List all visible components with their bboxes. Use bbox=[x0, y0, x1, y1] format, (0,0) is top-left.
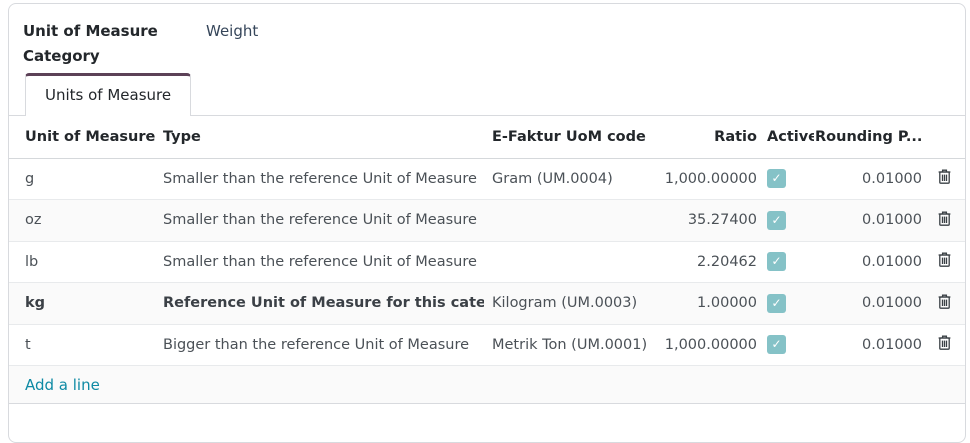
notebook-tabs: Units of Measure bbox=[9, 73, 965, 116]
cell-efaktur-code[interactable] bbox=[484, 241, 659, 283]
cell-active: ✓ bbox=[758, 241, 814, 283]
col-header-type[interactable]: Type bbox=[155, 116, 484, 159]
cell-rounding-precision[interactable]: 0.01000 bbox=[862, 253, 922, 270]
units-of-measure-table: Unit of Measure Type E-Faktur UoM code R… bbox=[9, 116, 965, 404]
check-icon: ✓ bbox=[771, 212, 782, 227]
cell-active: ✓ bbox=[758, 200, 814, 242]
check-icon: ✓ bbox=[771, 254, 782, 269]
col-header-efaktur-code[interactable]: E-Faktur UoM code bbox=[484, 116, 659, 159]
cell-efaktur-code[interactable]: Kilogram (UM.0003) bbox=[492, 295, 638, 312]
cell-rounding-precision[interactable]: 0.01000 bbox=[862, 212, 922, 229]
cell-delete bbox=[923, 158, 965, 200]
active-checkbox[interactable]: ✓ bbox=[767, 335, 786, 355]
add-line-row: Add a line bbox=[9, 365, 965, 404]
cell-unit-of-measure[interactable]: t bbox=[25, 336, 31, 353]
cell-ratio[interactable]: 2.20462 bbox=[697, 253, 757, 270]
table-row[interactable]: kg Reference Unit of Measure for this ca… bbox=[9, 282, 965, 325]
table-row[interactable]: oz Smaller than the reference Unit of Me… bbox=[9, 199, 965, 242]
cell-type[interactable]: Bigger than the reference Unit of Measur… bbox=[163, 336, 470, 353]
active-checkbox[interactable]: ✓ bbox=[767, 293, 786, 313]
cell-ratio[interactable]: 1,000.00000 bbox=[664, 170, 757, 187]
cell-active: ✓ bbox=[758, 158, 814, 200]
cell-unit-of-measure[interactable]: kg bbox=[25, 295, 46, 312]
cell-type[interactable]: Smaller than the reference Unit of Measu… bbox=[163, 253, 477, 270]
trash-icon[interactable] bbox=[938, 211, 951, 226]
col-header-ratio[interactable]: Ratio bbox=[659, 116, 758, 159]
trash-icon[interactable] bbox=[938, 294, 951, 309]
cell-unit-of-measure[interactable]: g bbox=[25, 170, 35, 187]
tab-units-of-measure[interactable]: Units of Measure bbox=[25, 73, 192, 116]
cell-rounding-precision[interactable]: 0.01000 bbox=[862, 336, 922, 353]
cell-delete bbox=[923, 283, 965, 325]
check-icon: ✓ bbox=[771, 171, 782, 186]
cell-ratio[interactable]: 1,000.00000 bbox=[664, 336, 757, 353]
cell-unit-of-measure[interactable]: oz bbox=[25, 212, 42, 229]
cell-ratio[interactable]: 35.27400 bbox=[687, 212, 757, 229]
active-checkbox[interactable]: ✓ bbox=[767, 169, 786, 189]
trash-icon[interactable] bbox=[938, 169, 951, 185]
cell-type[interactable]: Smaller than the reference Unit of Measu… bbox=[163, 212, 477, 229]
cell-rounding-precision[interactable]: 0.01000 bbox=[862, 295, 922, 312]
cell-delete bbox=[923, 241, 965, 283]
col-header-actions bbox=[923, 116, 965, 159]
trash-icon[interactable] bbox=[938, 252, 951, 268]
cell-delete bbox=[923, 324, 965, 366]
cell-active: ✓ bbox=[758, 324, 814, 366]
cell-type[interactable]: Reference Unit of Measure for this categ… bbox=[163, 295, 484, 312]
table-row[interactable]: t Bigger than the reference Unit of Meas… bbox=[9, 324, 965, 366]
cell-rounding-precision[interactable]: 0.01000 bbox=[862, 170, 922, 187]
table-header-row: Unit of Measure Type E-Faktur UoM code R… bbox=[9, 116, 965, 159]
col-header-rounding[interactable]: Rounding P... bbox=[814, 116, 923, 159]
col-header-active[interactable]: Active bbox=[758, 116, 814, 159]
check-icon: ✓ bbox=[771, 337, 782, 352]
table-row[interactable]: lb Smaller than the reference Unit of Me… bbox=[9, 241, 965, 283]
cell-efaktur-code[interactable]: Gram (UM.0004) bbox=[492, 170, 613, 187]
cell-unit-of-measure[interactable]: lb bbox=[25, 253, 39, 270]
cell-type[interactable]: Smaller than the reference Unit of Measu… bbox=[163, 170, 477, 187]
cell-efaktur-code[interactable]: Metrik Ton (UM.0001) bbox=[492, 336, 648, 353]
table-row[interactable]: g Smaller than the reference Unit of Mea… bbox=[9, 158, 965, 200]
add-a-line-link[interactable]: Add a line bbox=[25, 375, 100, 394]
uom-category-field-label: Unit of Measure Category bbox=[23, 22, 158, 65]
check-icon: ✓ bbox=[771, 295, 782, 310]
cell-efaktur-code[interactable] bbox=[484, 200, 659, 242]
cell-active: ✓ bbox=[758, 283, 814, 325]
uom-category-field-value[interactable]: Weight bbox=[206, 22, 259, 40]
active-checkbox[interactable]: ✓ bbox=[767, 210, 786, 230]
trash-icon[interactable] bbox=[938, 335, 951, 351]
cell-delete bbox=[923, 200, 965, 242]
col-header-unit-of-measure[interactable]: Unit of Measure bbox=[9, 116, 155, 159]
uom-category-form-sheet: Unit of Measure Category Weight Units of… bbox=[8, 3, 966, 443]
uom-category-field-row: Unit of Measure Category Weight bbox=[9, 4, 965, 69]
active-checkbox[interactable]: ✓ bbox=[767, 252, 786, 272]
cell-ratio[interactable]: 1.00000 bbox=[697, 295, 757, 312]
